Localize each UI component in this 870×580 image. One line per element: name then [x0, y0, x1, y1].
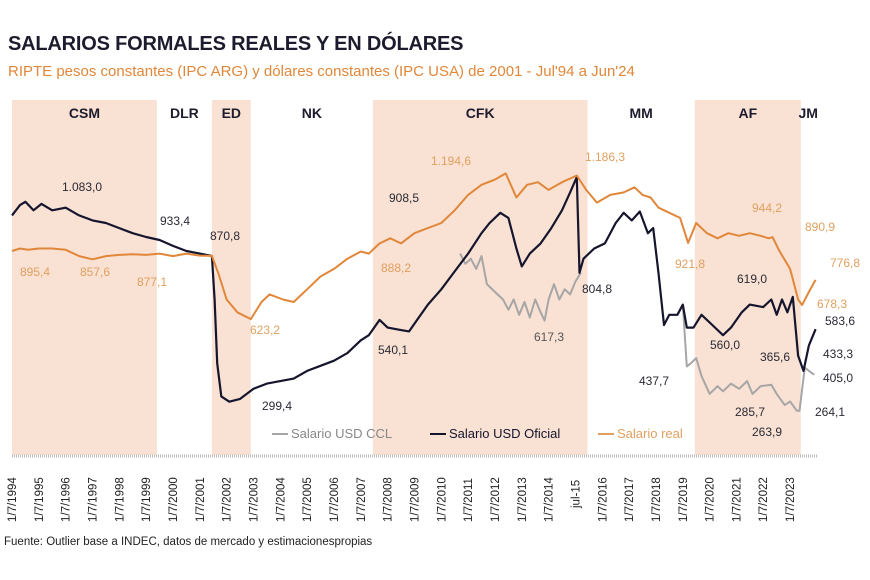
x-tick-label: 1/7/2002: [222, 477, 234, 522]
data-label: 870,8: [210, 229, 241, 243]
x-tick-label: 1/7/1998: [114, 477, 126, 522]
x-tick-label: 1/7/2010: [436, 477, 448, 522]
data-label: 365,6: [760, 350, 791, 364]
period-band: [372, 100, 588, 455]
x-tick-label: 1/7/2001: [195, 477, 207, 522]
x-tick-label: 1/7/2021: [731, 477, 743, 522]
data-label: 583,6: [825, 314, 856, 328]
period-label: JM: [798, 105, 817, 121]
data-label: 776,8: [830, 256, 861, 270]
x-tick-label: 1/7/2023: [785, 477, 797, 522]
data-label: 857,6: [80, 265, 111, 279]
period-label: CFK: [466, 105, 495, 121]
x-tick-label: 1/7/2000: [168, 477, 180, 522]
chart-title: SALARIOS FORMALES REALES Y EN DÓLARES: [8, 33, 464, 55]
x-tick-label: 1/7/2020: [705, 477, 717, 522]
period-band: [694, 100, 801, 455]
data-label: 944,2: [752, 201, 783, 215]
x-tick-label: 1/7/2008: [383, 477, 395, 522]
x-tick-label: 1/7/1997: [87, 477, 99, 522]
period-label: NK: [302, 105, 322, 121]
data-label: 299,4: [262, 399, 293, 413]
chart-subtitle: RIPTE pesos constantes (IPC ARG) y dólar…: [8, 63, 635, 80]
data-label: 619,0: [737, 272, 768, 286]
x-tick-label: 1/7/2016: [597, 477, 609, 522]
x-tick-label: 1/7/2009: [409, 477, 421, 522]
series-line-oficial: [11, 176, 817, 403]
data-label: 264,1: [815, 405, 846, 419]
data-label: 285,7: [735, 405, 766, 419]
period-label: ED: [222, 105, 241, 121]
x-tick-label: 1/7/2017: [624, 477, 636, 522]
x-tick-label: 1/7/1994: [7, 477, 19, 522]
x-tick-label: 1/7/2007: [356, 477, 368, 522]
x-tick-label: 1/7/2013: [517, 477, 529, 522]
source-note: Fuente: Outlier base a INDEC, datos de m…: [4, 536, 373, 548]
data-label: 890,9: [805, 220, 836, 234]
data-label: 933,4: [160, 214, 191, 228]
x-tick-label: 1/7/2003: [248, 477, 260, 522]
x-tick-label: 1/7/2014: [544, 477, 556, 522]
x-tick-label: 1/7/2006: [329, 477, 341, 522]
x-tick-label: 1/7/2011: [463, 478, 475, 522]
data-label: 560,0: [710, 338, 741, 352]
data-label: 1.194,6: [431, 154, 472, 168]
data-label: 437,7: [639, 374, 670, 388]
x-tick-label: 1/7/2005: [302, 477, 314, 522]
x-tick-label: 1/7/2018: [651, 477, 663, 522]
series-line-ccl: [681, 304, 815, 412]
x-tick-label: 1/7/1995: [34, 477, 46, 522]
legend-label: Salario USD CCL: [291, 426, 393, 441]
period-label: DLR: [170, 105, 199, 121]
legend-ccl: Salario USD CCL: [272, 426, 392, 441]
data-label: 895,4: [20, 265, 51, 279]
data-label: 1.186,3: [585, 150, 626, 164]
data-label: 617,3: [534, 330, 565, 344]
data-label: 804,8: [582, 282, 613, 296]
data-label: 908,5: [389, 191, 420, 205]
legend-label: Salario real: [617, 426, 683, 441]
legend-label: Salario USD Oficial: [449, 426, 561, 441]
period-label: CSM: [69, 105, 100, 121]
period-label: AF: [738, 105, 757, 121]
series-line-ccl: [459, 253, 582, 322]
period-label: MM: [629, 105, 652, 121]
data-label: 623,2: [250, 323, 281, 337]
data-label: 405,0: [823, 371, 854, 385]
period-band: [12, 100, 157, 455]
data-label: 678,3: [817, 297, 848, 311]
x-tick-label: 1/7/2012: [490, 477, 502, 522]
data-label: 263,9: [752, 425, 783, 439]
data-label: 1.083,0: [62, 180, 103, 194]
x-tick-label: 1/7/2019: [678, 477, 690, 522]
data-label: 877,1: [137, 275, 168, 289]
x-tick-label: 1/7/1999: [141, 477, 153, 522]
legend-real: Salario real: [598, 426, 683, 441]
x-tick-label: 1/7/2004: [275, 477, 287, 522]
x-tick-label: 1/7/1996: [61, 477, 73, 522]
data-label: 888,2: [381, 261, 412, 275]
x-tick-label: 1/7/2022: [758, 477, 770, 522]
x-tick-label: jul-15: [570, 480, 582, 509]
data-label: 433,3: [823, 347, 854, 361]
legend-oficial: Salario USD Oficial: [430, 426, 560, 441]
data-label: 540,1: [378, 343, 409, 357]
series-line-real: [11, 172, 817, 321]
data-label: 921,8: [675, 257, 706, 271]
